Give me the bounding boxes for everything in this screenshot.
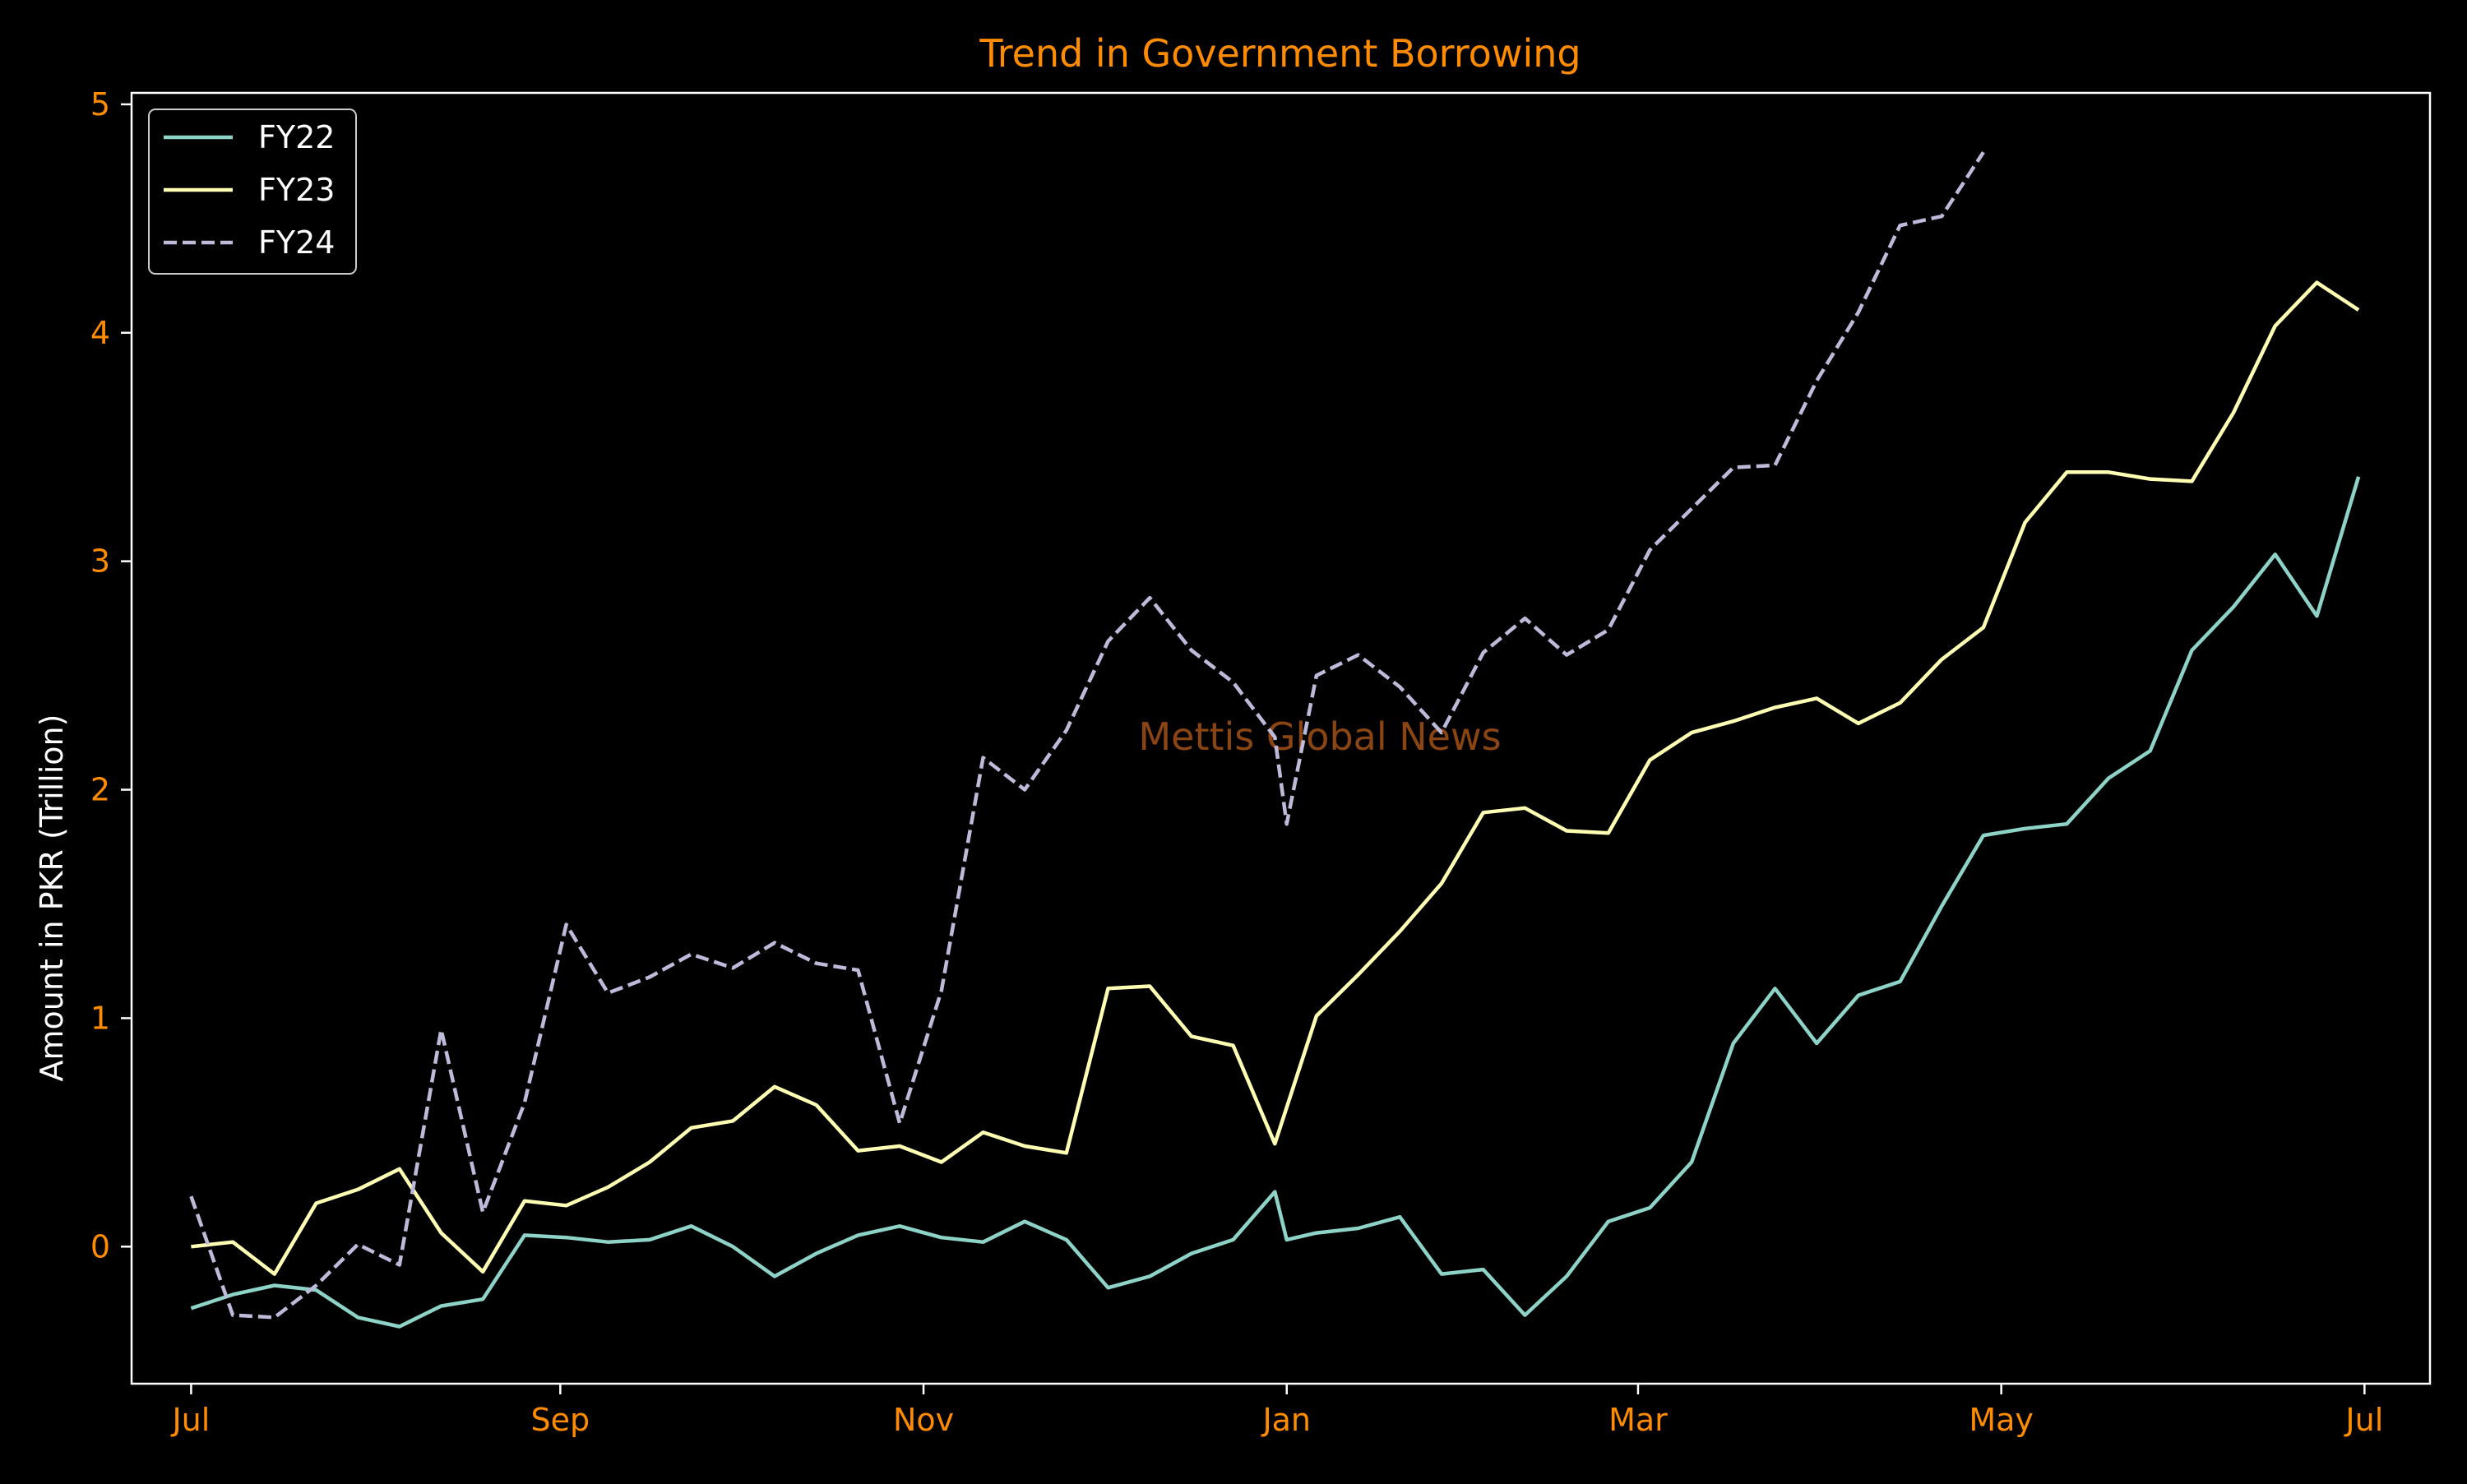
x-axis: Jul Sep Nov Jan Mar May Jul [170,1384,2383,1438]
y-axis-label: Amount in PKR (Trillion) [34,714,70,1082]
y-tick-label: 1 [90,1000,110,1036]
legend-label-fy22: FY22 [258,119,335,155]
legend: FY22 FY23 FY24 [148,109,357,275]
x-tick-label: Sep [531,1402,590,1438]
series-line-fy23 [191,280,2360,1276]
x-tick-label: Nov [893,1402,954,1438]
x-tick-label: Jul [2344,1402,2383,1438]
y-tick-label: 5 [90,86,110,123]
y-tick-label: 0 [90,1228,110,1264]
watermark-text: Mettis Global News [1138,714,1501,759]
legend-label-fy23: FY23 [258,172,335,208]
legend-label-fy24: FY24 [258,224,335,261]
y-tick-label: 4 [90,315,110,351]
plot-frame [130,91,2432,1385]
x-tick-label: Jan [1261,1402,1311,1438]
y-tick-label: 3 [90,543,110,580]
legend-frame [148,109,357,275]
x-tick-label: May [1969,1402,2034,1438]
series-layer [189,150,2361,1329]
chart-title: Trend in Government Borrowing [979,31,1581,76]
x-tick-label: Mar [1608,1402,1668,1438]
y-axis: 0 1 2 3 4 5 [90,86,132,1264]
x-tick-label: Jul [170,1402,210,1438]
series-line-fy24 [189,150,1985,1320]
y-tick-label: 2 [90,772,110,808]
series-line-fy22 [190,476,2361,1329]
